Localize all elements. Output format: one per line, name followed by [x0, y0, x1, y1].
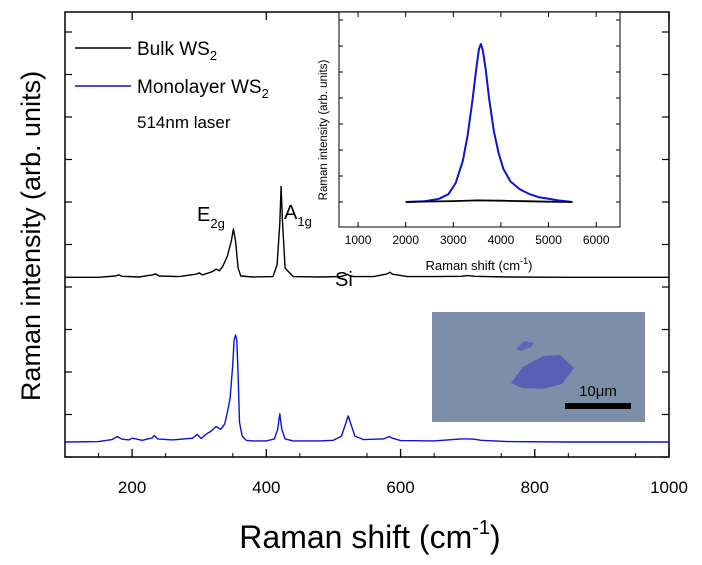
main-x-tick-label: 800	[521, 478, 549, 497]
inset-x-ticks: 1000 2000 3000 4000 5000 6000	[345, 12, 610, 247]
main-chart: 200 400 600 800 1000 Raman intensity (arb. u…	[16, 11, 688, 555]
inset-y-ticks	[339, 19, 620, 203]
legend-label-bulk: Bulk WS2	[137, 39, 217, 63]
inset-x-tick-label: 3000	[440, 233, 467, 247]
inset-plot-frame	[338, 11, 621, 228]
inset-x-axis-label: Raman shift (cm-1)	[426, 256, 533, 273]
peak-label-e2g: E2g	[197, 204, 225, 231]
inset-chart: 1000 2000 3000 4000 5000 6000 Raman intensity…	[318, 11, 621, 273]
main-y-ticks	[65, 31, 669, 458]
main-x-axis-label: Raman shift (cm-1)	[239, 517, 500, 555]
scale-bar	[565, 403, 631, 409]
inset-x-tick-label: 1000	[345, 233, 372, 247]
legend: Bulk WS2 Monolayer WS2 514nm laser	[75, 39, 269, 132]
main-series-line-monolayer	[64, 334, 669, 443]
micrograph-image: 10μm	[432, 312, 645, 422]
main-x-tick-label: 200	[118, 478, 146, 497]
micrograph-small-flake	[516, 341, 534, 351]
peak-label-si: Si	[335, 269, 353, 291]
main-x-tick-label: 1000	[650, 478, 688, 497]
main-series-group	[64, 185, 669, 443]
peak-label-a1g: A1g	[284, 202, 312, 229]
inset-series-group	[405, 43, 573, 203]
main-x-ticks: 200 400 600 800 1000	[98, 12, 688, 497]
inset-series-line-monolayer	[405, 43, 573, 203]
laser-note: 514nm laser	[137, 113, 231, 132]
legend-label-monolayer: Monolayer WS2	[137, 77, 269, 101]
main-y-axis-label: Raman intensity (arb. units)	[16, 71, 46, 401]
inset-x-tick-label: 4000	[488, 233, 515, 247]
inset-x-tick-label: 5000	[535, 233, 562, 247]
inset-y-axis-label: Raman intensity (arb. units)	[318, 60, 330, 201]
inset-x-tick-label: 6000	[583, 233, 610, 247]
main-x-tick-label: 400	[252, 478, 280, 497]
main-x-tick-label: 600	[386, 478, 414, 497]
scale-bar-label: 10μm	[579, 383, 617, 400]
main-series-line-bulk	[65, 185, 669, 278]
inset-series-line-bulk	[405, 199, 573, 203]
micrograph-large-flake	[511, 355, 574, 389]
inset-x-tick-label: 2000	[392, 233, 419, 247]
